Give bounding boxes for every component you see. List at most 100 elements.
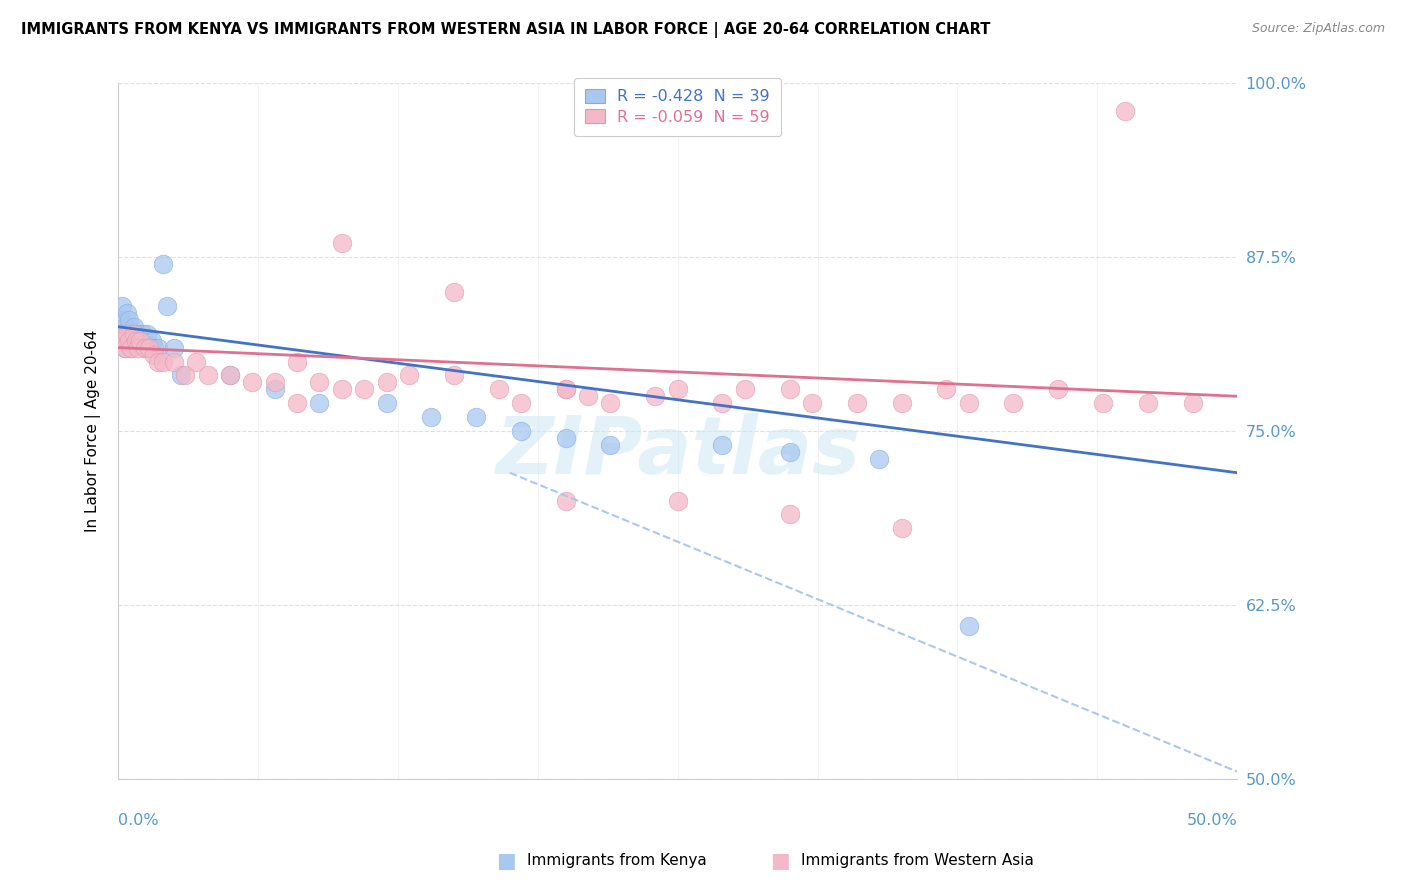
Point (120, 326, 142, 341)
Point (141, 334, 163, 348)
Point (114, 341, 136, 355)
Point (163, 354, 186, 368)
Point (127, 326, 149, 341)
Point (197, 368, 219, 383)
Point (890, 396, 912, 410)
Point (890, 521, 912, 535)
Point (240, 376, 263, 390)
Point (115, 326, 138, 341)
Point (142, 347, 165, 361)
Y-axis label: In Labor Force | Age 20-64: In Labor Force | Age 20-64 (86, 330, 101, 533)
Point (711, 396, 734, 410)
Text: IMMIGRANTS FROM KENYA VS IMMIGRANTS FROM WESTERN ASIA IN LABOR FORCE | AGE 20-64: IMMIGRANTS FROM KENYA VS IMMIGRANTS FROM… (21, 22, 990, 38)
Legend: R = -0.428  N = 39, R = -0.059  N = 59: R = -0.428 N = 39, R = -0.059 N = 59 (574, 78, 782, 136)
Point (134, 341, 156, 355)
Point (186, 354, 208, 368)
Text: ZIPatlas: ZIPatlas (495, 413, 860, 491)
Point (779, 382, 801, 396)
Point (666, 382, 689, 396)
Point (443, 285, 465, 299)
Point (1002, 396, 1025, 410)
Point (1339, 577, 1361, 591)
Text: 0.0%: 0.0% (118, 814, 159, 829)
Point (169, 368, 191, 383)
Point (554, 382, 576, 396)
Point (152, 257, 174, 271)
Point (127, 341, 149, 355)
Point (1091, 396, 1114, 410)
Point (108, 326, 131, 341)
Point (1047, 382, 1070, 396)
Point (118, 334, 141, 348)
Point (845, 396, 868, 410)
Point (129, 334, 152, 348)
Point (163, 341, 186, 355)
Point (330, 236, 353, 251)
Point (129, 334, 152, 348)
Point (398, 368, 420, 383)
Text: Source: ZipAtlas.com: Source: ZipAtlas.com (1251, 22, 1385, 36)
Point (136, 326, 159, 341)
Point (111, 299, 134, 313)
Point (134, 341, 156, 355)
Point (219, 368, 242, 383)
Point (152, 354, 174, 368)
Point (108, 326, 131, 341)
Point (420, 410, 443, 425)
Point (1114, 104, 1136, 119)
Text: ■: ■ (770, 851, 790, 871)
Point (120, 341, 142, 355)
Point (599, 396, 621, 410)
Point (115, 306, 138, 320)
Point (779, 445, 801, 459)
Point (375, 396, 398, 410)
Point (111, 334, 134, 348)
Point (122, 319, 145, 334)
Point (353, 382, 375, 396)
Point (957, 396, 980, 410)
Point (131, 326, 153, 341)
Point (120, 341, 142, 355)
Point (114, 341, 136, 355)
Point (1136, 396, 1159, 410)
Point (142, 341, 165, 355)
Point (465, 410, 488, 425)
Point (554, 493, 576, 508)
Point (800, 396, 823, 410)
Point (219, 368, 242, 383)
Point (868, 451, 890, 466)
Point (1181, 396, 1204, 410)
Point (125, 334, 148, 348)
Point (554, 382, 576, 396)
Point (734, 382, 756, 396)
Point (138, 341, 160, 355)
Point (308, 376, 330, 390)
Text: ■: ■ (496, 851, 516, 871)
Point (779, 508, 801, 522)
Point (263, 382, 285, 396)
Point (599, 438, 621, 452)
Point (285, 354, 308, 368)
Point (711, 438, 734, 452)
Point (957, 618, 980, 632)
Point (148, 354, 170, 368)
Point (375, 376, 398, 390)
Point (285, 396, 308, 410)
Point (554, 431, 576, 445)
Text: 50.0%: 50.0% (1187, 814, 1237, 829)
Point (122, 326, 145, 341)
Point (111, 313, 134, 327)
Point (935, 382, 957, 396)
Point (125, 334, 148, 348)
Point (308, 396, 330, 410)
Point (666, 493, 689, 508)
Point (443, 368, 465, 383)
Point (114, 319, 136, 334)
Point (118, 313, 141, 327)
Point (488, 382, 510, 396)
Point (156, 299, 179, 313)
Point (174, 368, 197, 383)
Text: Immigrants from Western Asia: Immigrants from Western Asia (801, 854, 1035, 868)
Text: Immigrants from Kenya: Immigrants from Kenya (527, 854, 707, 868)
Point (263, 376, 285, 390)
